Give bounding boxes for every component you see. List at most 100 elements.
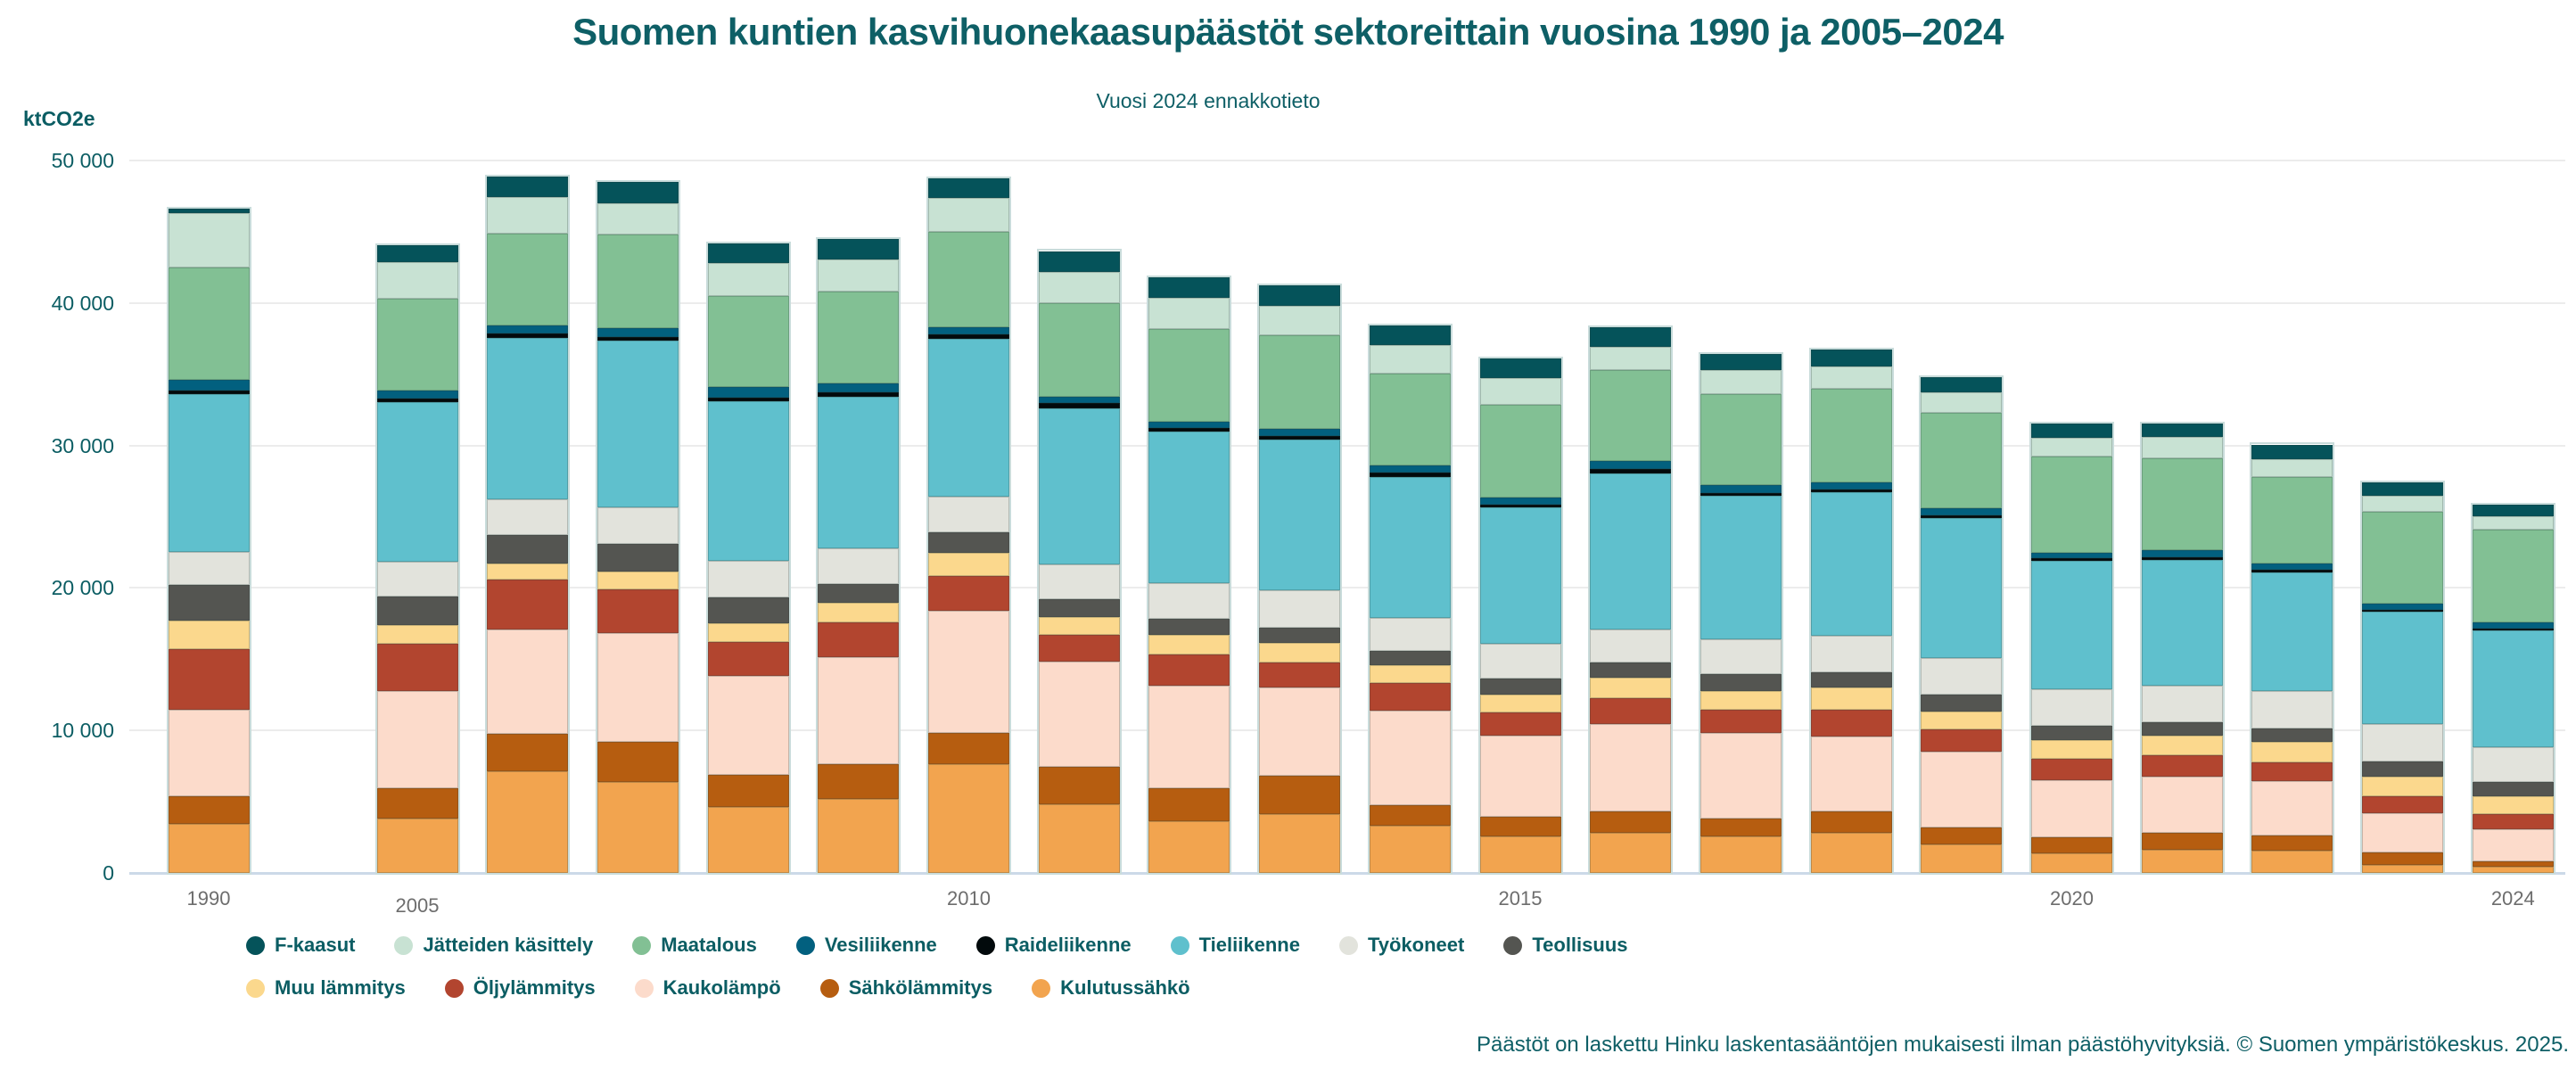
segment-teollisuus-2017 [1700,674,1782,691]
legend-label: Vesiliikenne [824,934,937,956]
segment-tieliikenne-2007 [597,341,679,508]
segment-raideliikenne-2023 [2362,609,2444,612]
segment-sahkolammitys-2018 [1810,811,1892,834]
segment-raideliikenne-2008 [707,397,789,402]
gridline [129,160,2565,161]
segment-oljylammitys-2022 [2251,761,2333,781]
bar-2022 [2250,442,2335,875]
segment-vesiliikenne-2008 [707,387,789,398]
segment-sahkolammitys-2012 [1148,787,1230,821]
segment-raideliikenne-2012 [1148,427,1230,432]
x-axis-tick-label: 1990 [186,887,231,910]
segment-oljylammitys-2012 [1148,654,1230,686]
segment-muu-lammitys-2020 [2031,740,2112,760]
segment-f-kaasut-2010 [928,178,1009,199]
segment-raideliikenne-2010 [928,333,1009,339]
segment-maatalous-1990 [168,267,250,381]
segment-oljylammitys-2009 [818,622,900,657]
segment-kulutussahko-2019 [1921,844,2003,873]
segment-tieliikenne-2012 [1148,432,1230,584]
segment-teollisuus-2020 [2031,726,2112,741]
segment-tieliikenne-2005 [376,401,458,563]
segment-tyokoneet-2018 [1810,635,1892,672]
segment-tyokoneet-2005 [376,562,458,597]
segment-tyokoneet-1990 [168,552,250,586]
segment-jatteiden-kasittely-2012 [1148,297,1230,330]
segment-muu-lammitys-2014 [1369,665,1451,683]
segment-kaukolampo-2021 [2141,776,2223,834]
segment-f-kaasut-2015 [1479,358,1561,378]
segment-kulutussahko-2021 [2141,849,2223,873]
segment-oljylammitys-2019 [1921,729,2003,752]
segment-vesiliikenne-2009 [818,383,900,392]
segment-kaukolampo-2009 [818,656,900,765]
segment-kulutussahko-2023 [2362,865,2444,873]
segment-tyokoneet-2010 [928,497,1009,533]
chart-subtitle: Vuosi 2024 ennakkotieto [1096,89,1321,112]
segment-kaukolampo-2010 [928,610,1009,733]
segment-vesiliikenne-2023 [2362,603,2444,610]
segment-tyokoneet-2014 [1369,618,1451,652]
segment-tyokoneet-2008 [707,560,789,597]
segment-tieliikenne-2015 [1479,507,1561,645]
segment-muu-lammitys-2008 [707,623,789,643]
segment-jatteiden-kasittely-2015 [1479,377,1561,405]
segment-maatalous-2024 [2472,530,2554,622]
segment-tyokoneet-2022 [2251,690,2333,728]
legend-swatch-tyokoneet [1338,935,1358,955]
segment-kaukolampo-2017 [1700,732,1782,819]
segment-tieliikenne-2020 [2031,561,2112,690]
legend-swatch-jatteiden-kasittely [394,935,414,955]
segment-oljylammitys-2007 [597,589,679,633]
segment-teollisuus-2016 [1590,663,1672,679]
legend-swatch-tieliikenne [1170,935,1189,955]
segment-kulutussahko-2024 [2472,867,2554,873]
segment-f-kaasut-2006 [487,177,569,198]
segment-sahkolammitys-1990 [168,795,250,824]
segment-kulutussahko-2022 [2251,851,2333,873]
segment-maatalous-2018 [1810,388,1892,482]
segment-f-kaasut-2020 [2031,423,2112,438]
y-axis-tick-label: 30 000 [51,433,114,457]
segment-muu-lammitys-2005 [376,624,458,645]
legend-label: Työkoneet [1367,934,1465,956]
segment-kulutussahko-1990 [168,823,250,873]
bar-2020 [2029,421,2114,875]
segment-teollisuus-2012 [1148,619,1230,636]
legend-swatch-vesiliikenne [795,935,815,955]
segment-sahkolammitys-2024 [2472,861,2554,868]
segment-jatteiden-kasittely-2013 [1259,305,1341,335]
y-axis-tick-label: 0 [103,861,114,885]
legend-item-vesiliikenne: Vesiliikenne [795,934,937,957]
segment-kaukolampo-2012 [1148,685,1230,788]
segment-oljylammitys-2005 [376,644,458,692]
segment-maatalous-2009 [818,291,900,384]
segment-vesiliikenne-2010 [928,327,1009,334]
segment-raideliikenne-2022 [2251,570,2333,573]
legend-label: Teollisuus [1532,934,1628,956]
segment-tieliikenne-2016 [1590,473,1672,630]
segment-oljylammitys-2013 [1259,663,1341,687]
segment-tyokoneet-2007 [597,507,679,544]
segment-vesiliikenne-1990 [168,380,250,391]
segment-oljylammitys-2016 [1590,697,1672,725]
legend-item-oljylammitys: Öljylämmitys [444,976,596,1000]
segment-raideliikenne-2015 [1479,504,1561,508]
segment-raideliikenne-2009 [818,391,900,397]
segment-maatalous-2019 [1921,413,2003,508]
segment-maatalous-2023 [2362,512,2444,604]
segment-sahkolammitys-2006 [487,733,569,772]
segment-kulutussahko-2011 [1038,804,1120,873]
legend-swatch-kulutussahko [1032,978,1051,998]
gridline [129,587,2565,589]
segment-kulutussahko-2013 [1259,814,1341,873]
segment-jatteiden-kasittely-2017 [1700,370,1782,394]
gridline [129,301,2565,304]
legend-item-tyokoneet: Työkoneet [1338,934,1465,957]
segment-kaukolampo-2008 [707,675,789,776]
y-axis-tick-label: 10 000 [51,719,114,743]
segment-sahkolammitys-2022 [2251,835,2333,852]
legend-item-kulutussahko: Kulutussähkö [1032,976,1190,1000]
chart-footnote: Päästöt on laskettu Hinku laskentasääntö… [1477,1033,2569,1057]
